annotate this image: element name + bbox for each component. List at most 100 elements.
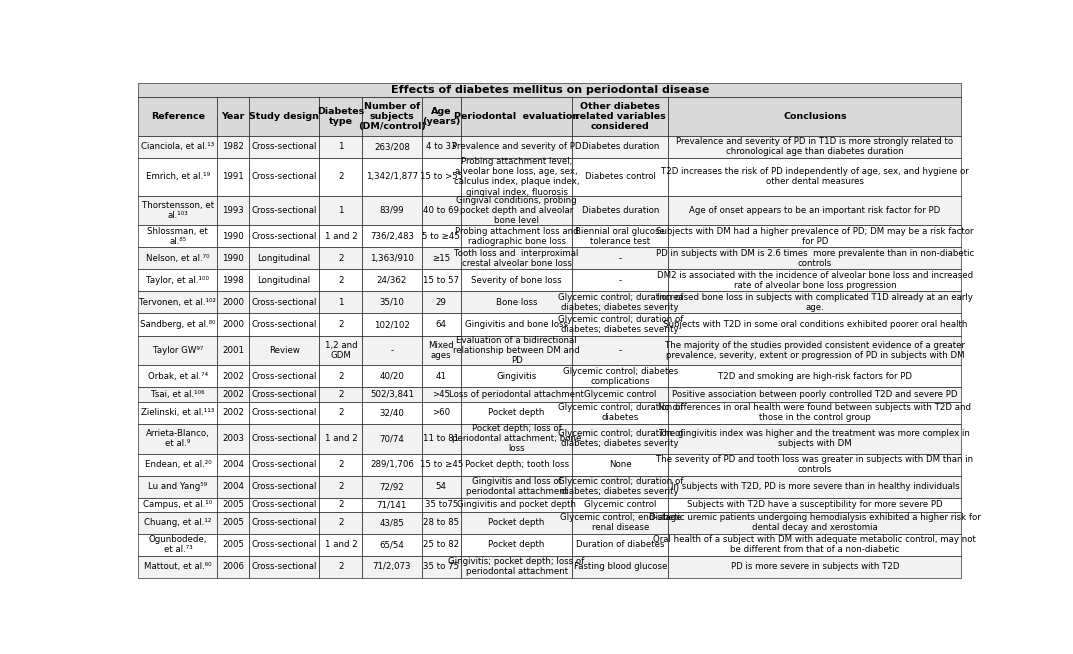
- Text: 2: 2: [338, 254, 343, 263]
- Text: 2002: 2002: [222, 372, 244, 381]
- Text: Cross-sectional: Cross-sectional: [251, 518, 317, 527]
- Text: Longitudinal: Longitudinal: [258, 276, 311, 285]
- Bar: [461, 269, 572, 292]
- Text: Cross-sectional: Cross-sectional: [251, 206, 317, 215]
- Bar: [363, 158, 422, 196]
- Bar: [320, 424, 363, 453]
- Text: Gingivitis; pocket depth; loss of
periodontal attachment: Gingivitis; pocket depth; loss of period…: [449, 557, 585, 576]
- Bar: [249, 475, 320, 498]
- Text: 40/20: 40/20: [380, 372, 405, 381]
- Text: 72/92: 72/92: [380, 482, 405, 491]
- Bar: [138, 387, 218, 402]
- Text: 1998: 1998: [222, 276, 244, 285]
- Text: Nelson, et al.⁷⁰: Nelson, et al.⁷⁰: [146, 254, 209, 263]
- Bar: [422, 313, 461, 336]
- Text: Endean, et al.²⁰: Endean, et al.²⁰: [145, 460, 211, 469]
- Bar: [218, 158, 249, 196]
- Text: Diabetic uremic patients undergoing hemodialysis exhibited a higher risk for
den: Diabetic uremic patients undergoing hemo…: [649, 513, 981, 532]
- Text: 2000: 2000: [222, 298, 244, 307]
- Bar: [572, 158, 668, 196]
- Bar: [218, 196, 249, 226]
- Bar: [249, 226, 320, 247]
- Text: Orbak, et al.⁷⁴: Orbak, et al.⁷⁴: [148, 372, 208, 381]
- Bar: [218, 136, 249, 158]
- Bar: [320, 196, 363, 226]
- Text: The gingivitis index was higher and the treatment was more complex in
subjects w: The gingivitis index was higher and the …: [660, 429, 970, 448]
- Text: Sandberg, et al.⁸⁰: Sandberg, et al.⁸⁰: [141, 320, 216, 329]
- Text: Diabetes
type: Diabetes type: [318, 107, 365, 126]
- Bar: [363, 136, 422, 158]
- Text: Glycemic control; duration of
diabetes: Glycemic control; duration of diabetes: [558, 403, 682, 422]
- Text: Age
(years): Age (years): [422, 107, 460, 126]
- Text: T2D and smoking are high-risk factors for PD: T2D and smoking are high-risk factors fo…: [718, 372, 912, 381]
- Bar: [249, 402, 320, 424]
- Bar: [572, 226, 668, 247]
- Text: Cross-sectional: Cross-sectional: [251, 460, 317, 469]
- Bar: [363, 336, 422, 366]
- Text: Glycemic control; duration of
diabetes; diabetes severity: Glycemic control; duration of diabetes; …: [558, 429, 682, 448]
- Text: 15 to ≥45: 15 to ≥45: [420, 460, 462, 469]
- Text: 71/141: 71/141: [377, 500, 407, 509]
- Bar: [422, 387, 461, 402]
- Text: PD is more severe in subjects with T2D: PD is more severe in subjects with T2D: [731, 562, 899, 572]
- Text: Duration of diabetes: Duration of diabetes: [576, 540, 664, 549]
- Text: Probing attachment level,
alveolar bone loss, age, sex,
calculus index, plaque i: Probing attachment level, alveolar bone …: [454, 156, 579, 197]
- Bar: [138, 366, 218, 387]
- Text: 2: 2: [338, 518, 343, 527]
- Text: 2006: 2006: [222, 562, 244, 572]
- Bar: [138, 453, 218, 475]
- Bar: [218, 313, 249, 336]
- Bar: [668, 453, 961, 475]
- Text: Pocket depth; loss of
periodontal attachment; bone
loss: Pocket depth; loss of periodontal attach…: [452, 424, 582, 453]
- Text: Study design: Study design: [249, 112, 319, 121]
- Text: In subjects with T2D, PD is more severe than in healthy individuals: In subjects with T2D, PD is more severe …: [671, 482, 959, 491]
- Text: Glycemic control; duration of
diabetes; diabetes severity: Glycemic control; duration of diabetes; …: [558, 293, 682, 312]
- Text: 2: 2: [338, 460, 343, 469]
- Bar: [249, 97, 320, 136]
- Bar: [422, 366, 461, 387]
- Bar: [668, 226, 961, 247]
- Bar: [138, 475, 218, 498]
- Text: Pocket depth; tooth loss: Pocket depth; tooth loss: [465, 460, 569, 469]
- Text: Arrieta-Blanco,
et al.⁹: Arrieta-Blanco, et al.⁹: [146, 429, 210, 448]
- Text: 1991: 1991: [222, 172, 244, 181]
- Text: 41: 41: [436, 372, 446, 381]
- Bar: [249, 196, 320, 226]
- Bar: [249, 556, 320, 577]
- Bar: [422, 292, 461, 313]
- Bar: [138, 97, 218, 136]
- Bar: [363, 556, 422, 577]
- Text: Probing attachment loss and
radiographic bone loss: Probing attachment loss and radiographic…: [455, 227, 578, 246]
- Text: Taylor GW⁹⁷: Taylor GW⁹⁷: [152, 346, 203, 355]
- Text: Ogunbodede,
et al.⁷³: Ogunbodede, et al.⁷³: [149, 535, 207, 555]
- Text: Glycemic control: Glycemic control: [584, 390, 657, 399]
- Bar: [422, 453, 461, 475]
- Text: Subjects with DM had a higher prevalence of PD; DM may be a risk factor
for PD: Subjects with DM had a higher prevalence…: [657, 227, 973, 246]
- Text: 71/2,073: 71/2,073: [372, 562, 411, 572]
- Bar: [668, 97, 961, 136]
- Bar: [422, 196, 461, 226]
- Text: Biennial oral glucose
tolerance test: Biennial oral glucose tolerance test: [575, 227, 665, 246]
- Bar: [668, 511, 961, 534]
- Bar: [668, 158, 961, 196]
- Text: Loss of periodontal attachment: Loss of periodontal attachment: [450, 390, 584, 399]
- Text: None: None: [609, 460, 632, 469]
- Bar: [218, 336, 249, 366]
- Bar: [668, 196, 961, 226]
- Bar: [249, 534, 320, 556]
- Bar: [422, 534, 461, 556]
- Text: 1: 1: [338, 206, 343, 215]
- Bar: [668, 534, 961, 556]
- Bar: [320, 97, 363, 136]
- Bar: [461, 511, 572, 534]
- Text: 263/208: 263/208: [374, 142, 410, 151]
- Text: Glycemic control; diabetes
complications: Glycemic control; diabetes complications: [562, 367, 678, 386]
- Text: -: -: [619, 276, 622, 285]
- Text: -: -: [619, 254, 622, 263]
- Bar: [461, 402, 572, 424]
- Text: Cianciola, et al.¹³: Cianciola, et al.¹³: [142, 142, 215, 151]
- Text: Tooth loss and  interproximal
crestal alveolar bone loss: Tooth loss and interproximal crestal alv…: [454, 249, 578, 268]
- Text: Glycemic control; duration of
diabetes; diabetes severity: Glycemic control; duration of diabetes; …: [558, 315, 682, 334]
- Text: 25 to 82: 25 to 82: [423, 540, 459, 549]
- Text: 2: 2: [338, 500, 343, 509]
